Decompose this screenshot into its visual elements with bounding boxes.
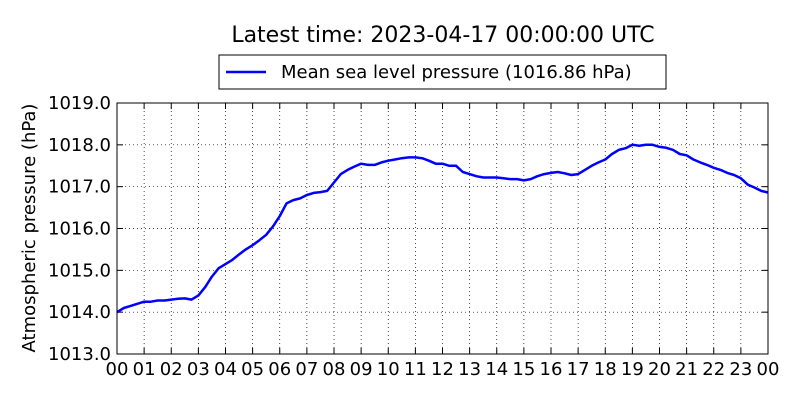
y-axis-ticks: 1013.0 1014.0 1015.0 1016.0 1017.0 1018.0 1019… xyxy=(48,93,768,365)
x-tick-label: 03 xyxy=(187,359,210,380)
chart-title: Latest time: 2023-04-17 00:00:00 UTC xyxy=(231,23,654,48)
y-axis-label: Atmospheric pressure (hPa) xyxy=(19,104,40,353)
x-tick-label: 18 xyxy=(594,359,617,380)
x-tick-label: 05 xyxy=(241,359,264,380)
y-tick-label: 1015.0 xyxy=(48,260,111,281)
series-line-mean-sea-level-pressure xyxy=(116,143,769,314)
x-tick-label: 10 xyxy=(377,359,400,380)
y-tick-label: 1013.0 xyxy=(48,344,111,365)
plot-area-frame xyxy=(116,102,769,355)
x-tick-label: 12 xyxy=(431,359,454,380)
x-tick-label: 21 xyxy=(675,359,698,380)
x-tick-label: 13 xyxy=(458,359,481,380)
x-tick-label: 04 xyxy=(214,359,237,380)
y-tick-label: 1016.0 xyxy=(48,219,111,240)
legend-label: Mean sea level pressure (1016.86 hPa) xyxy=(281,62,632,83)
series-layer xyxy=(116,143,769,314)
grid-lines xyxy=(116,102,769,355)
legend-box xyxy=(218,54,667,90)
y-tick-label: 1014.0 xyxy=(48,302,111,323)
y-tick-label: 1018.0 xyxy=(48,135,111,156)
x-tick-label: 17 xyxy=(567,359,590,380)
x-tick-label: 07 xyxy=(295,359,318,380)
x-tick-label: 11 xyxy=(404,359,427,380)
x-tick-label: 20 xyxy=(648,359,671,380)
x-axis-ticks: 00 01 02 03 04 05 06 07 08 09 10 11 12 13 14 15 16 17 18 19… xyxy=(106,103,780,380)
x-tick-label: 08 xyxy=(323,359,346,380)
legend: Mean sea level pressure (1016.86 hPa) xyxy=(218,54,667,90)
x-tick-label: 16 xyxy=(540,359,563,380)
x-tick-label: 14 xyxy=(485,359,508,380)
y-tick-label: 1017.0 xyxy=(48,177,111,198)
x-tick-label: 01 xyxy=(133,359,156,380)
x-tick-label: 15 xyxy=(512,359,535,380)
x-tick-label: 23 xyxy=(729,359,752,380)
x-tick-label: 00 xyxy=(757,359,780,380)
x-tick-label: 00 xyxy=(106,359,129,380)
y-tick-label: 1019.0 xyxy=(48,93,111,114)
x-tick-label: 06 xyxy=(268,359,291,380)
x-tick-label: 02 xyxy=(160,359,183,380)
x-tick-label: 22 xyxy=(702,359,725,380)
x-tick-label: 19 xyxy=(621,359,644,380)
x-tick-label: 09 xyxy=(350,359,373,380)
